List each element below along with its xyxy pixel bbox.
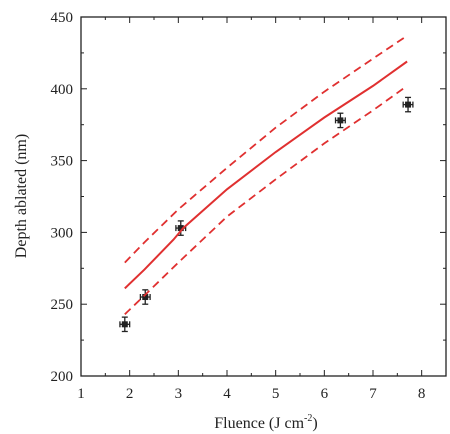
data-point <box>402 96 414 113</box>
point-marker <box>337 117 344 124</box>
y-tick-label: 450 <box>51 10 74 26</box>
point-marker <box>405 101 412 108</box>
y-tick-label: 250 <box>51 297 74 313</box>
x-axis-label-close: ) <box>312 415 317 432</box>
data-point <box>334 112 346 129</box>
plot-frame <box>80 16 447 377</box>
x-tick-label: 1 <box>77 386 85 402</box>
dashed-bound-line <box>124 34 408 264</box>
point-marker <box>121 321 128 328</box>
point-marker <box>142 294 149 301</box>
x-axis-label: Fluence (J cm-2) <box>214 413 317 432</box>
x-axis-label-superscript: -2 <box>304 413 312 424</box>
data-point <box>139 289 151 305</box>
x-tick-label: 5 <box>272 386 280 402</box>
data-point <box>119 316 131 333</box>
x-tick-label: 3 <box>175 386 183 402</box>
x-tick-label: 7 <box>369 386 377 402</box>
x-tick-label: 4 <box>223 386 231 402</box>
y-tick-label: 400 <box>51 82 74 98</box>
y-axis-label: Depth ablated (nm) <box>13 134 30 258</box>
x-axis-label-main: Fluence (J cm <box>214 415 304 432</box>
plot-area <box>119 34 414 333</box>
axes: 1 2 3 4 5 6 7 8 200 250 300 350 400 450 <box>51 10 447 402</box>
x-tick-label: 6 <box>321 386 329 402</box>
x-tick-label: 8 <box>418 386 426 402</box>
y-tick-label: 200 <box>51 369 74 385</box>
dashed-bound-line <box>124 85 408 315</box>
fit-line <box>124 60 408 290</box>
y-tick-label: 350 <box>51 154 74 170</box>
point-marker <box>177 225 184 232</box>
y-tick-label: 300 <box>51 225 74 241</box>
x-tick-label: 2 <box>126 386 134 402</box>
